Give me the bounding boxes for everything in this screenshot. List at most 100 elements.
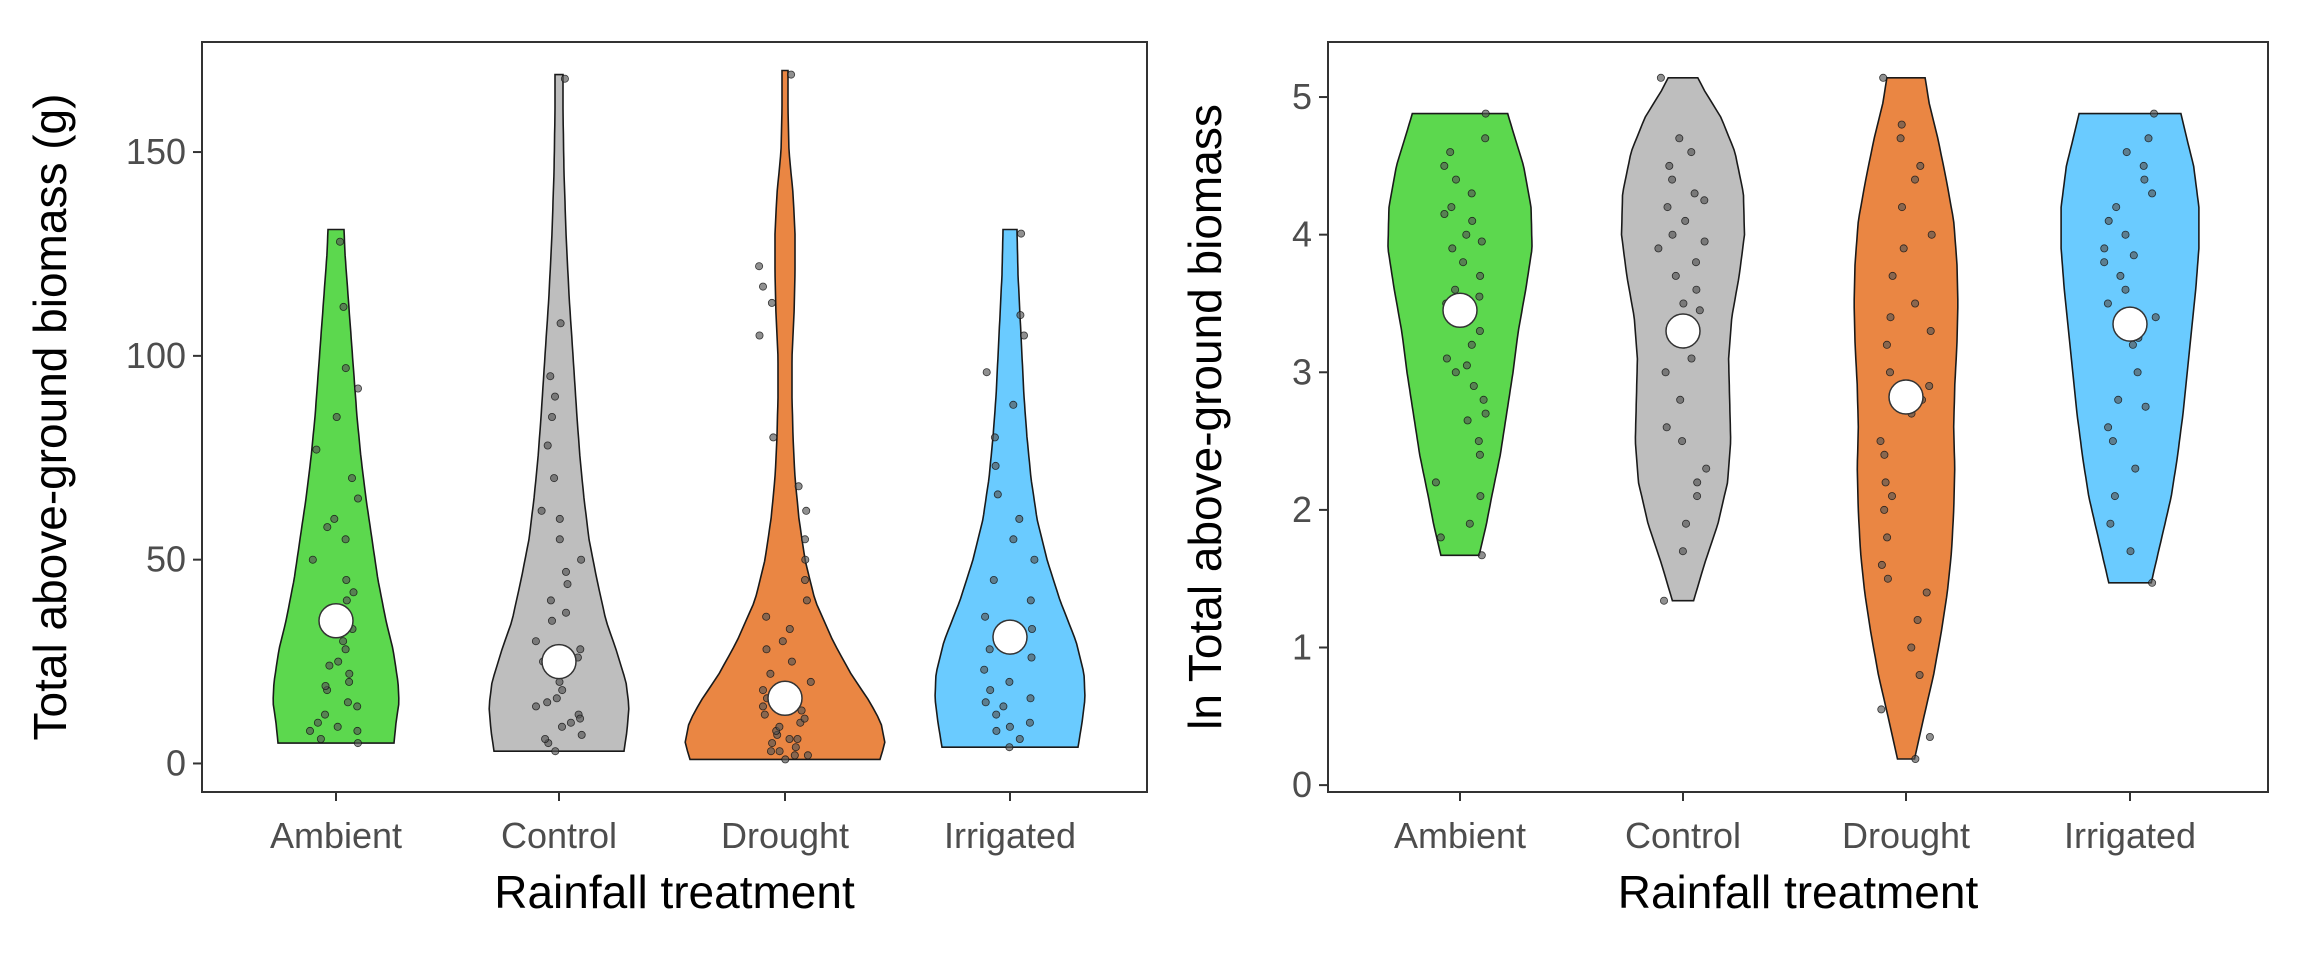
data-point-drought <box>790 751 799 760</box>
data-point-control <box>1702 464 1711 473</box>
data-point-control <box>1656 73 1665 82</box>
data-point-control <box>563 580 572 589</box>
data-point-ambient <box>1446 148 1455 157</box>
x-tick-label-drought: Drought <box>721 815 849 856</box>
data-point-drought <box>762 612 771 621</box>
x-tick-label-ambient: Ambient <box>270 815 402 856</box>
data-point-ambient <box>1440 209 1449 218</box>
data-point-control <box>1687 354 1696 363</box>
data-point-ambient <box>1451 285 1460 294</box>
data-point-control <box>543 698 552 707</box>
y-tick-label: 0 <box>166 742 186 783</box>
data-point-ambient <box>1431 478 1440 487</box>
data-point-ambient <box>1481 134 1490 143</box>
data-point-ambient <box>1477 237 1486 246</box>
data-point-control <box>1668 230 1677 239</box>
data-point-drought <box>1899 244 1908 253</box>
data-point-control <box>1692 258 1701 267</box>
data-point-control <box>1678 437 1687 446</box>
data-point-drought <box>1897 120 1906 129</box>
data-point-irrigated <box>2100 258 2109 267</box>
data-point-irrigated <box>2148 578 2157 587</box>
data-point-irrigated <box>2103 299 2112 308</box>
data-point-drought <box>1879 73 1888 82</box>
data-point-drought <box>1916 161 1925 170</box>
violin-ambient <box>272 228 400 744</box>
data-point-ambient <box>334 657 343 666</box>
data-point-irrigated <box>992 710 1001 719</box>
data-point-irrigated <box>2148 189 2157 198</box>
data-point-control <box>577 555 586 564</box>
data-point-control <box>532 702 541 711</box>
data-point-drought <box>1877 560 1886 569</box>
data-point-irrigated <box>990 433 999 442</box>
data-point-ambient <box>305 726 314 735</box>
data-point-drought <box>803 751 812 760</box>
y-tick-label: 1 <box>1292 627 1312 668</box>
data-point-control <box>1676 395 1685 404</box>
data-point-ambient <box>316 735 325 744</box>
data-point-control <box>1681 216 1690 225</box>
data-point-irrigated <box>2141 402 2150 411</box>
data-point-ambient <box>345 677 354 686</box>
panel-border <box>201 41 1148 793</box>
data-point-control <box>1679 299 1688 308</box>
mean-marker-irrigated <box>992 619 1028 655</box>
data-point-irrigated <box>2140 175 2149 184</box>
data-point-ambient <box>1462 361 1471 370</box>
data-point-drought <box>1880 505 1889 514</box>
data-point-control <box>560 74 569 83</box>
data-point-irrigated <box>985 645 994 654</box>
data-point-drought <box>775 747 784 756</box>
mean-marker-control <box>541 643 577 680</box>
y-tick-label: 4 <box>1292 214 1312 255</box>
data-point-drought <box>1922 588 1931 597</box>
y-tick-label: 0 <box>1292 764 1312 805</box>
data-point-drought <box>802 596 811 605</box>
data-point-irrigated <box>993 490 1002 499</box>
data-point-drought <box>1925 733 1934 742</box>
data-point-control <box>576 714 585 723</box>
panel-1: 0 50 100 150 Ambient Control Drought Irrigated R… <box>24 41 1148 918</box>
data-point-control <box>555 514 564 523</box>
data-point-control <box>562 608 571 617</box>
data-point-irrigated <box>2121 285 2130 294</box>
data-point-ambient <box>1468 216 1477 225</box>
data-point-ambient <box>1440 161 1449 170</box>
data-point-drought <box>801 576 810 585</box>
data-point-ambient <box>343 698 352 707</box>
data-point-irrigated <box>989 576 998 585</box>
data-point-irrigated <box>2110 492 2119 501</box>
data-point-ambient <box>308 555 317 564</box>
data-point-irrigated <box>1030 555 1039 564</box>
data-point-drought <box>1886 313 1895 322</box>
data-point-irrigated <box>2151 313 2160 322</box>
data-point-drought <box>1911 175 1920 184</box>
data-point-irrigated <box>2108 437 2117 446</box>
data-point-control <box>1700 237 1709 246</box>
data-point-ambient <box>353 494 362 503</box>
panel-2: 0 1 2 3 4 5 Ambient Control Drought Irrigated Rain… <box>1179 41 2269 918</box>
data-point-control <box>1662 423 1671 432</box>
data-point-ambient <box>341 645 350 654</box>
data-point-drought <box>767 298 776 307</box>
data-point-drought <box>797 706 806 715</box>
data-point-drought <box>759 702 768 711</box>
data-point-drought <box>785 625 794 634</box>
data-point-drought <box>787 657 796 666</box>
data-point-ambient <box>1447 203 1456 212</box>
data-point-drought <box>1927 230 1936 239</box>
data-point-control <box>1693 478 1702 487</box>
data-point-control <box>537 506 546 515</box>
data-point-drought <box>787 70 796 79</box>
data-point-control <box>1690 189 1699 198</box>
data-point-ambient <box>1452 175 1461 184</box>
data-point-drought <box>1896 134 1905 143</box>
data-point-irrigated <box>1009 400 1018 409</box>
data-point-drought <box>1888 492 1897 501</box>
data-point-control <box>1693 492 1702 501</box>
data-point-control <box>1663 203 1672 212</box>
x-tick-label-control: Control <box>501 815 617 856</box>
